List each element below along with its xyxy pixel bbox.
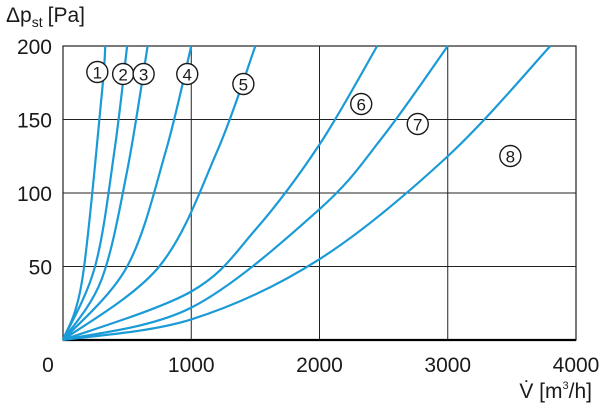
curve-label-ring [176,62,199,86]
curve-label-ring [232,72,255,96]
y-axis-title-sub: st [32,14,43,30]
curve-7 [62,45,449,342]
curve-8 [62,45,552,342]
x-tick-label: 4000 [553,354,600,377]
curve-label-1: 1 [86,60,109,84]
x-axis-title-main: V̇ [m [519,380,562,403]
x-axis-title: V̇ [m3/h] [519,380,592,403]
y-tick-label: 150 [17,110,52,133]
curves [61,45,552,342]
curve-4 [62,45,193,341]
curve-labels: 1 2 3 4 5 6 7 8 [86,60,522,168]
curve-label-8: 8 [499,144,522,168]
y-tick-label: 50 [29,257,52,280]
y-tick-label: 100 [17,183,52,206]
curve-5 [62,45,257,341]
curve-label-text: 8 [506,148,515,167]
curve-6 [62,45,379,342]
curve-label-text: 3 [139,66,148,85]
x-axis-title-unit: /h] [569,380,592,403]
x-axis-title-sup: 3 [563,380,569,392]
curve-2 [61,45,129,341]
curve-label-text: 7 [413,116,422,135]
curve-label-ring [86,60,109,84]
x-tick-label: 0 [42,354,54,377]
curve-label-ring [132,62,155,86]
curve-label-text: 6 [356,96,365,115]
y-tick-label: 200 [17,36,52,59]
curve-label-ring [499,144,522,168]
curve-label-ring [350,92,373,116]
curve-label-text: 2 [118,66,127,85]
y-axis-title-main: Δp [6,4,32,27]
curve-label-6: 6 [350,92,373,116]
curve-label-7: 7 [406,112,429,136]
curve-label-text: 4 [183,66,192,85]
x-tick-label: 3000 [424,354,471,377]
curve-label-3: 3 [132,62,155,86]
curve-3 [62,45,149,341]
curve-label-text: 1 [93,64,102,83]
curve-label-5: 5 [232,72,255,96]
curve-label-2: 2 [111,62,135,86]
x-tick-label: 2000 [296,354,343,377]
y-axis-title: Δpst [Pa] [6,4,85,30]
tick-labels: 0 1000 2000 3000 4000 50 100 150 200 [17,36,599,377]
x-tick-label: 1000 [168,354,215,377]
y-axis-title-unit: [Pa] [48,4,85,27]
curve-label-ring [406,112,429,136]
curve-label-text: 5 [239,76,248,95]
curve-label-4: 4 [176,62,199,86]
